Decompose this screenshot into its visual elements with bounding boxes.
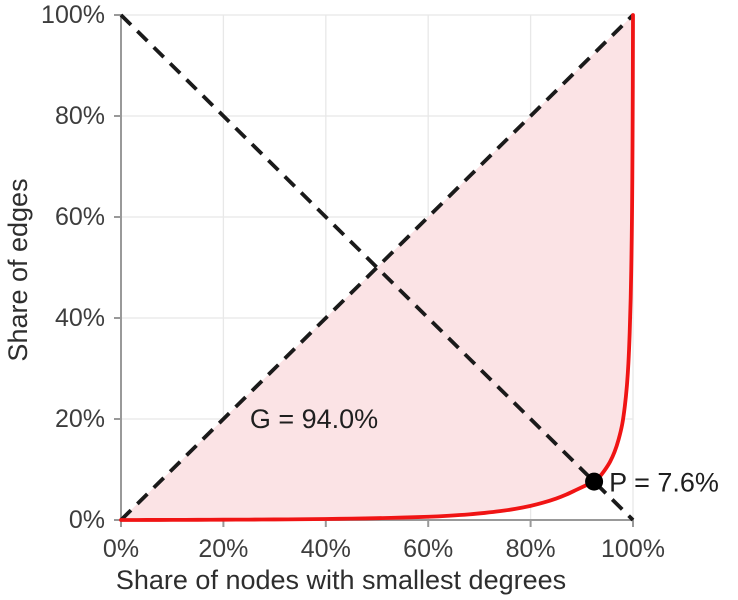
y-tick-label: 100% bbox=[41, 1, 105, 29]
equality-diagonal-line bbox=[119, 13, 635, 522]
x-tick-label: 0% bbox=[103, 535, 139, 563]
y-tick-labels: 0% 20% 40% 60% 80% 100% bbox=[41, 1, 105, 534]
y-tick-label: 60% bbox=[55, 203, 105, 231]
lorenz-curve bbox=[119, 13, 635, 522]
p-value-label: P = 7.6% bbox=[609, 468, 719, 498]
y-axis-title: Share of edges bbox=[3, 178, 33, 361]
x-tick-label: 100% bbox=[601, 535, 665, 563]
gini-value-label: G = 94.0% bbox=[250, 404, 378, 434]
x-tick-label: 40% bbox=[301, 535, 351, 563]
y-tick-label: 20% bbox=[55, 405, 105, 433]
x-axis-title: Share of nodes with smallest degrees bbox=[116, 565, 566, 595]
x-tick-labels: 0% 20% 40% 60% 80% 100% bbox=[103, 535, 665, 563]
x-tick-label: 20% bbox=[198, 535, 248, 563]
y-axis-tick-marks bbox=[114, 14, 121, 521]
y-tick-label: 40% bbox=[55, 304, 105, 332]
x-tick-label: 80% bbox=[506, 535, 556, 563]
intersection-point-marker bbox=[585, 472, 604, 491]
y-tick-label: 0% bbox=[69, 506, 105, 534]
y-tick-label: 80% bbox=[55, 102, 105, 130]
x-tick-label: 60% bbox=[403, 535, 453, 563]
anti-diagonal-line bbox=[119, 13, 635, 522]
